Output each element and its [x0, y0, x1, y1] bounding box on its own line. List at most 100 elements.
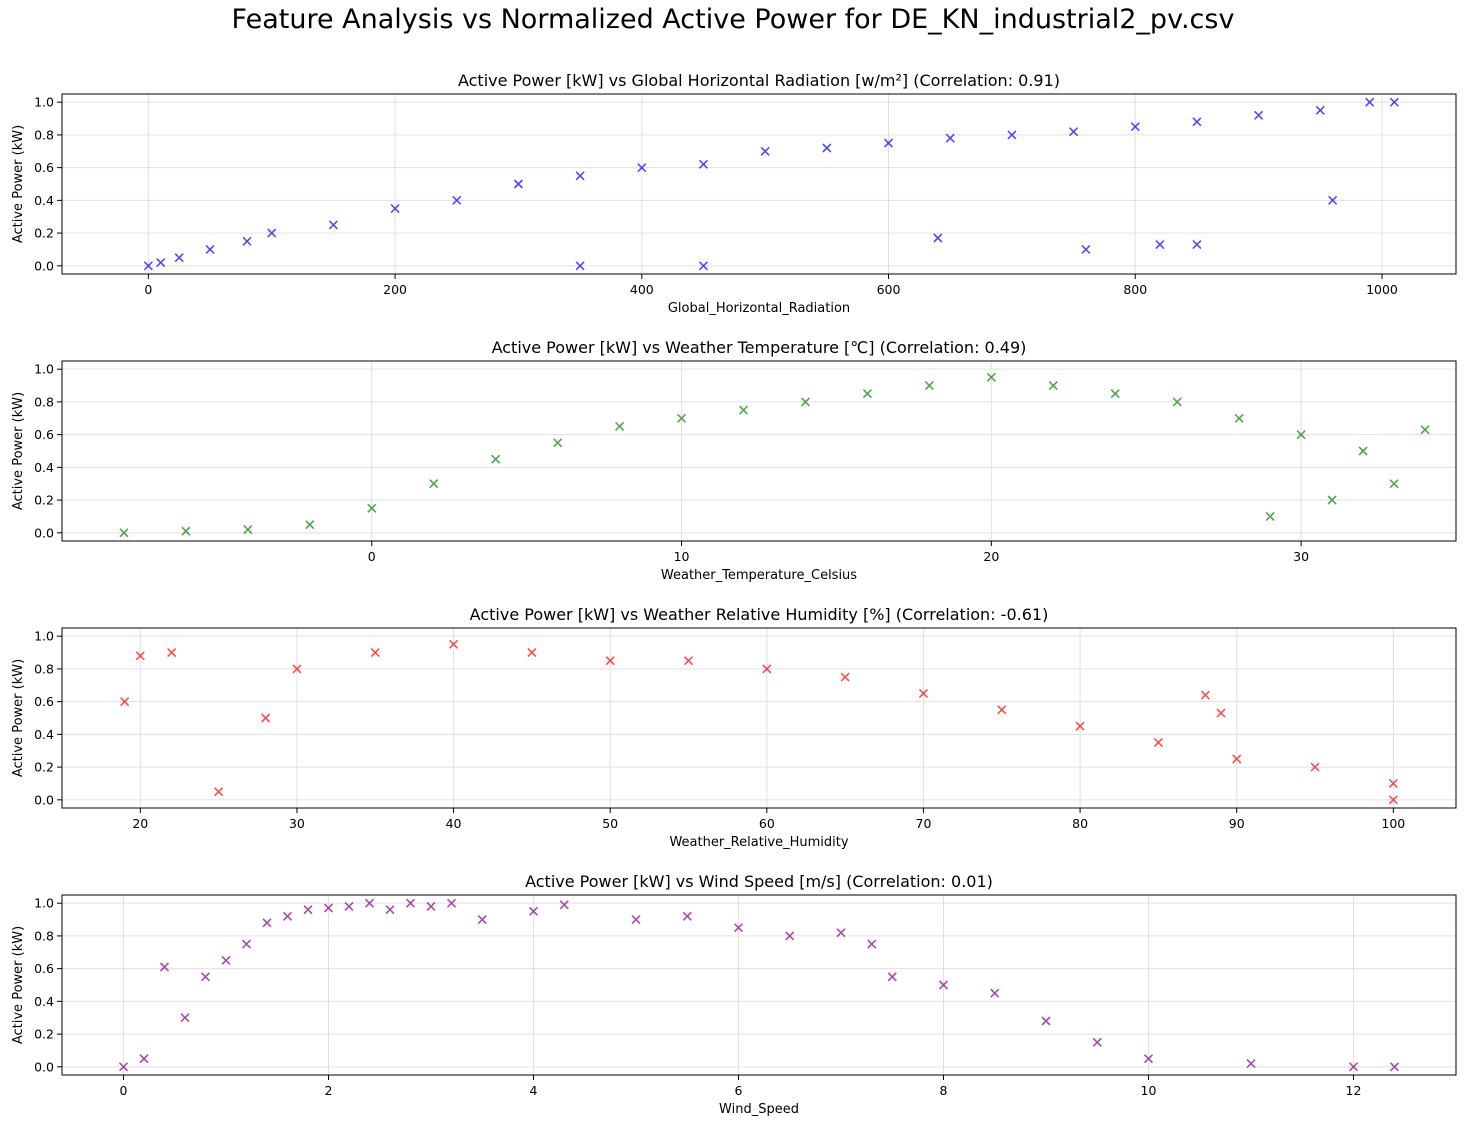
scatter-panel-radiation: Active Power [kW] vs Global Horizontal R… — [11, 71, 1457, 316]
data-point — [1041, 1016, 1051, 1026]
y-tick-label: 0.2 — [34, 226, 54, 241]
plot-frame — [61, 93, 1457, 275]
data-point — [1388, 778, 1398, 789]
y-tick-label: 1.0 — [34, 95, 54, 110]
chart-title: Active Power [kW] vs Weather Temperature… — [492, 338, 1027, 357]
data-point — [1153, 737, 1163, 748]
y-tick-label: 0.8 — [34, 661, 54, 676]
data-point — [120, 697, 130, 707]
x-tick-label: 30 — [289, 816, 305, 831]
data-point — [1234, 413, 1244, 423]
y-axis-label: Active Power (kW) — [11, 125, 26, 243]
data-point — [933, 233, 943, 243]
scatter-points — [143, 97, 1399, 271]
y-tick-label: 0.0 — [34, 258, 54, 273]
data-point — [323, 903, 334, 913]
data-point — [997, 705, 1007, 715]
data-point — [1007, 130, 1017, 140]
data-point — [446, 898, 457, 908]
y-tick-label: 0.4 — [34, 460, 54, 475]
data-point — [221, 955, 231, 966]
data-point — [344, 901, 354, 912]
y-tick-label: 0.8 — [34, 394, 54, 409]
data-point — [367, 503, 377, 513]
x-axis-label: Global_Horizontal_Radiation — [668, 301, 850, 316]
x-tick-label: 4 — [530, 1083, 538, 1098]
data-point — [1358, 446, 1368, 456]
data-point — [986, 372, 996, 382]
x-tick-label: 0 — [368, 549, 376, 564]
data-point — [241, 939, 252, 949]
data-point — [1254, 110, 1264, 120]
data-point — [867, 939, 877, 949]
data-point — [738, 405, 749, 415]
y-tick-label: 0.6 — [34, 160, 54, 175]
data-point — [733, 923, 744, 933]
data-point — [615, 421, 625, 432]
data-point — [862, 389, 872, 399]
data-point — [676, 413, 687, 423]
y-tick-label: 0.6 — [34, 427, 54, 442]
data-point — [305, 520, 315, 530]
x-tick-label: 30 — [1293, 549, 1309, 564]
data-point — [262, 918, 272, 928]
data-point — [840, 672, 850, 682]
data-point — [174, 253, 184, 263]
x-tick-label: 100 — [1381, 816, 1405, 831]
data-point — [945, 133, 955, 143]
x-tick-label: 20 — [983, 549, 999, 564]
data-point — [491, 454, 501, 464]
data-point — [119, 528, 129, 538]
data-point — [822, 143, 832, 153]
data-point — [385, 905, 395, 915]
data-point — [682, 911, 692, 921]
y-tick-label: 0.0 — [34, 1059, 54, 1074]
y-tick-label: 0.6 — [34, 961, 54, 976]
data-point — [1348, 1062, 1359, 1072]
y-tick-label: 0.2 — [34, 760, 54, 775]
data-point — [1130, 122, 1140, 132]
data-point — [1200, 690, 1210, 700]
y-tick-label: 0.4 — [34, 193, 54, 208]
x-tick-label: 50 — [602, 816, 618, 831]
x-tick-label: 90 — [1229, 816, 1245, 831]
data-point — [800, 397, 811, 407]
plot-frame — [61, 360, 1457, 542]
data-point — [429, 479, 439, 489]
data-point — [477, 914, 487, 925]
x-tick-label: 20 — [132, 816, 148, 831]
scatter-panel-temperature: Active Power [kW] vs Weather Temperature… — [11, 338, 1457, 583]
chart-title: Active Power [kW] vs Global Horizontal R… — [458, 71, 1060, 90]
x-tick-label: 6 — [735, 1083, 743, 1098]
data-point — [328, 220, 338, 230]
data-point — [513, 179, 524, 189]
x-tick-label: 10 — [1141, 1083, 1157, 1098]
data-point — [1389, 1062, 1400, 1072]
data-point — [575, 261, 585, 271]
data-point — [1172, 397, 1182, 407]
data-point — [1143, 1054, 1154, 1064]
y-tick-label: 0.8 — [34, 928, 54, 943]
data-point — [887, 972, 897, 982]
scatter-points — [118, 898, 1400, 1072]
x-tick-label: 0 — [144, 282, 152, 297]
x-tick-label: 400 — [630, 282, 654, 297]
data-point — [1075, 721, 1085, 731]
data-point — [1192, 117, 1202, 127]
data-point — [242, 236, 252, 246]
x-tick-label: 8 — [940, 1083, 948, 1098]
data-point — [1389, 479, 1399, 489]
x-tick-label: 1000 — [1366, 282, 1398, 297]
data-point — [167, 647, 177, 658]
y-axis-label: Active Power (kW) — [11, 926, 26, 1044]
data-point — [938, 980, 949, 990]
data-point — [527, 647, 537, 658]
x-tick-label: 0 — [120, 1083, 128, 1098]
data-point — [1155, 239, 1165, 250]
data-point — [1069, 127, 1079, 137]
data-point — [135, 651, 145, 661]
scatter-points — [120, 639, 1398, 805]
data-point — [205, 244, 215, 255]
y-tick-label: 1.0 — [34, 896, 54, 911]
